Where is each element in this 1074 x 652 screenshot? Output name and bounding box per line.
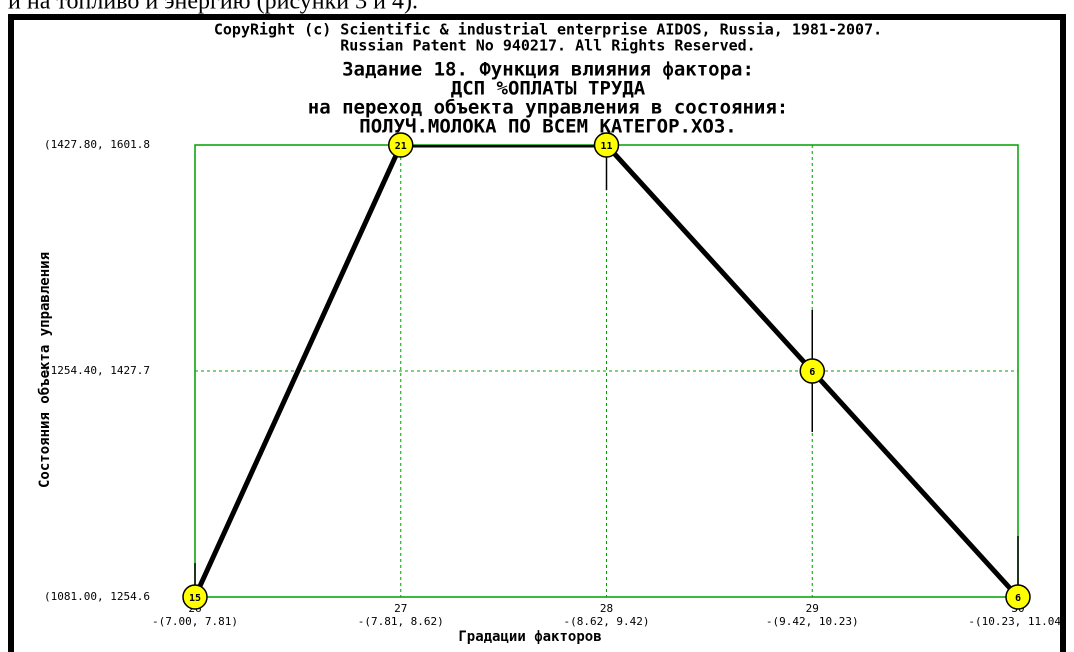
x-tick-range: -(8.62, 9.42) (563, 615, 649, 628)
point-label: 15 (189, 593, 201, 604)
x-tick-label: 28 (600, 602, 613, 615)
data-point (799, 358, 825, 384)
frame (8, 14, 1066, 652)
data-line (192, 145, 1020, 597)
x-axis-label: Градации факторов (458, 629, 601, 645)
point-label: 6 (809, 367, 815, 378)
header-fragment: и на топливо и энергию (рисунки 3 и 4). (8, 0, 418, 15)
copyright: Russian Patent No 940217. All Rights Res… (340, 37, 755, 55)
y-tick-label: (1254.40, 1427.7 (44, 364, 150, 377)
y-axis-label: Состояния объекта управления (37, 252, 53, 488)
chart-title: ДСП %ОПЛАТЫ ТРУДА (451, 78, 646, 100)
data-point (182, 584, 208, 610)
data-point (593, 132, 620, 158)
point-label: 21 (395, 141, 407, 152)
x-tick-label: 29 (806, 602, 819, 615)
x-tick-label: 27 (394, 602, 407, 615)
chart-title: Задание 18. Функция влияния фактора: (342, 59, 754, 81)
point-label: 11 (600, 141, 612, 152)
chart-title: на переход объекта управления в состояни… (308, 97, 788, 119)
data-point (388, 132, 414, 158)
y-tick-label: (1081.00, 1254.6 (44, 590, 150, 603)
y-tick-label: (1427.80, 1601.8 (44, 138, 150, 151)
x-tick-range: -(7.00, 7.81) (152, 615, 238, 628)
chart-title: ПОЛУЧ.МОЛОКА ПО ВСЕМ КАТЕГОР.ХОЗ. (359, 116, 737, 138)
x-tick-range: -(9.42, 10.23) (766, 615, 859, 628)
x-tick-range: -(7.81, 8.62) (358, 615, 444, 628)
copyright: CopyRight (c) Scientific & industrial en… (214, 21, 882, 39)
data-point (1005, 584, 1031, 610)
x-tick-range: -(10.23, 11.04) (968, 615, 1067, 628)
point-label: 6 (1015, 593, 1021, 604)
